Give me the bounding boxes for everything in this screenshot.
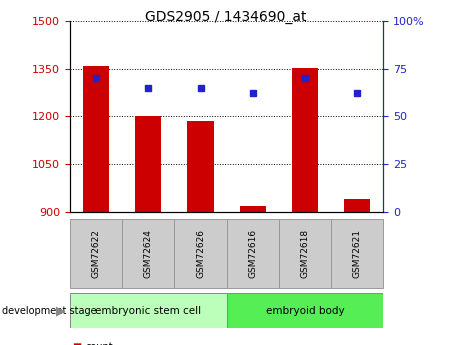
Text: count: count [86,342,113,345]
Bar [331,219,383,288]
Text: ■: ■ [72,342,82,345]
Bar [188,121,214,212]
Bar [70,293,226,328]
Text: GSM72622: GSM72622 [92,229,101,278]
Bar [226,219,279,288]
Bar [226,293,383,328]
Bar [83,66,109,212]
Bar [175,219,226,288]
Text: GSM72618: GSM72618 [300,229,309,278]
Text: embryonic stem cell: embryonic stem cell [95,306,201,315]
Text: GSM72616: GSM72616 [248,229,257,278]
Text: GSM72621: GSM72621 [353,229,362,278]
Text: development stage: development stage [2,306,97,315]
Text: GDS2905 / 1434690_at: GDS2905 / 1434690_at [145,10,306,24]
Text: embryoid body: embryoid body [266,306,344,315]
Text: GSM72624: GSM72624 [144,229,153,278]
Bar [279,219,331,288]
Bar [292,68,318,212]
Bar [239,206,266,212]
Bar [135,116,161,212]
Bar [122,219,175,288]
Text: ▶: ▶ [56,304,66,317]
Bar [70,219,122,288]
Text: GSM72626: GSM72626 [196,229,205,278]
Bar [344,199,370,212]
